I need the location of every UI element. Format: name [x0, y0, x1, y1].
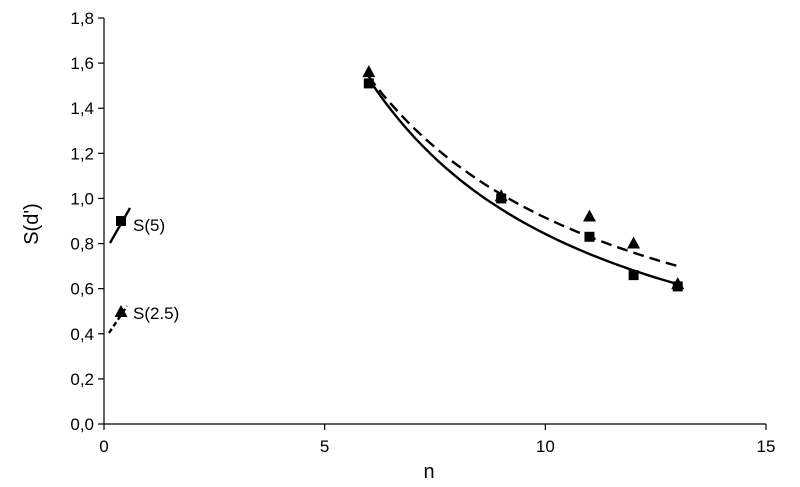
x-tick-label: 0	[99, 437, 108, 456]
y-tick-label: 1,6	[70, 54, 94, 73]
trendlines	[367, 75, 679, 286]
x-tick-label: 10	[536, 437, 555, 456]
y-tick-label: 1,4	[70, 99, 94, 118]
y-tick-label: 1,2	[70, 144, 94, 163]
triangle-marker	[627, 236, 641, 249]
legend-triangle-marker	[114, 305, 128, 317]
legend: S(5) S(2.5)	[108, 207, 179, 334]
y-tick-label: 0,6	[70, 280, 94, 299]
legend-label: S(5)	[133, 216, 165, 235]
y-tick-label: 1,0	[70, 189, 94, 208]
x-tick-label: 5	[320, 437, 329, 456]
y-tick-label: 1,8	[70, 9, 94, 28]
trendline-solid	[367, 78, 679, 286]
axes: 0,0 0,2 0,4 0,6 0,8 1,0 1,2 1,4 1,6 1,8 0 5 10 15	[70, 9, 775, 456]
triangle-marker	[362, 65, 376, 78]
square-marker	[363, 78, 374, 89]
x-tick-label: 15	[757, 437, 776, 456]
square-marker	[584, 231, 595, 242]
legend-square-marker	[116, 216, 126, 226]
square-marker	[628, 270, 639, 281]
triangle-marker	[494, 189, 508, 202]
y-tick-label: 0,4	[70, 325, 94, 344]
y-axis-title: S(d')	[21, 203, 43, 245]
triangle-marker	[582, 209, 596, 222]
data-markers	[362, 65, 685, 292]
trendline-dashed	[367, 75, 679, 268]
triangle-marker	[671, 277, 685, 290]
y-tick-label: 0,8	[70, 235, 94, 254]
y-tick-label: 0,2	[70, 370, 94, 389]
legend-label: S(2.5)	[133, 304, 179, 323]
legend-line	[108, 305, 128, 334]
y-tick-label: 0,0	[70, 415, 94, 434]
x-axis-title: n	[423, 461, 434, 483]
